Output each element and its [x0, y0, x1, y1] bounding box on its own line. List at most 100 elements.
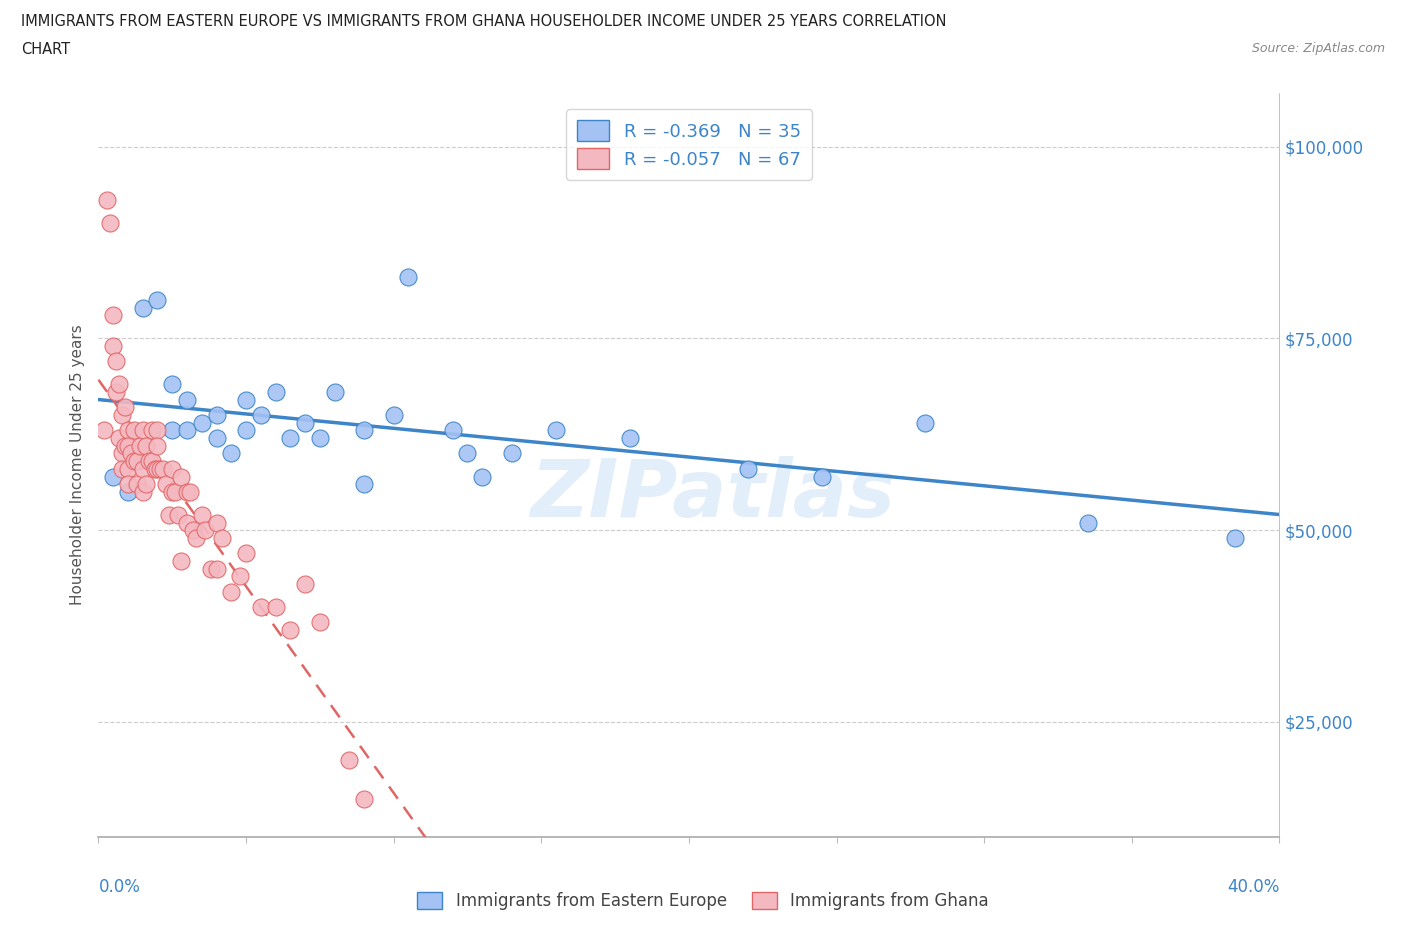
Point	[200, 561, 222, 576]
Point	[146, 438, 169, 453]
Point	[294, 577, 316, 591]
Point	[108, 431, 131, 445]
Point	[162, 423, 183, 438]
Point	[176, 392, 198, 407]
Point	[323, 385, 346, 400]
Point	[135, 438, 157, 453]
Point	[152, 461, 174, 476]
Point	[441, 423, 464, 438]
Point	[382, 407, 405, 422]
Point	[501, 446, 523, 461]
Point	[132, 485, 155, 499]
Point	[229, 569, 252, 584]
Point	[264, 600, 287, 615]
Point	[141, 454, 163, 469]
Point	[235, 546, 257, 561]
Point	[221, 584, 243, 599]
Point	[117, 477, 139, 492]
Point	[176, 515, 198, 530]
Text: 0.0%: 0.0%	[98, 878, 141, 896]
Point	[914, 416, 936, 431]
Point	[205, 431, 228, 445]
Point	[170, 553, 193, 568]
Point	[546, 423, 568, 438]
Point	[155, 477, 177, 492]
Point	[294, 416, 316, 431]
Point	[135, 477, 157, 492]
Point	[105, 354, 128, 369]
Point	[122, 423, 145, 438]
Point	[194, 523, 217, 538]
Point	[353, 477, 375, 492]
Point	[141, 423, 163, 438]
Point	[339, 753, 361, 768]
Point	[111, 461, 134, 476]
Point	[181, 523, 204, 538]
Point	[221, 446, 243, 461]
Text: ZIPatlas: ZIPatlas	[530, 456, 896, 534]
Point	[264, 385, 287, 400]
Point	[353, 791, 375, 806]
Point	[93, 423, 115, 438]
Text: 40.0%: 40.0%	[1227, 878, 1279, 896]
Point	[162, 461, 183, 476]
Point	[211, 530, 233, 545]
Point	[205, 515, 228, 530]
Point	[280, 622, 302, 637]
Point	[149, 461, 172, 476]
Point	[111, 446, 134, 461]
Point	[191, 416, 214, 431]
Point	[737, 461, 759, 476]
Point	[157, 508, 180, 523]
Point	[471, 469, 494, 484]
Point	[184, 530, 207, 545]
Point	[128, 438, 150, 453]
Point	[120, 446, 142, 461]
Point	[167, 508, 190, 523]
Point	[165, 485, 187, 499]
Point	[1077, 515, 1099, 530]
Point	[143, 461, 166, 476]
Point	[309, 431, 332, 445]
Point	[810, 469, 832, 484]
Point	[146, 293, 169, 308]
Point	[619, 431, 641, 445]
Point	[117, 438, 139, 453]
Point	[125, 454, 148, 469]
Point	[146, 461, 169, 476]
Point	[457, 446, 479, 461]
Point	[103, 469, 125, 484]
Point	[125, 477, 148, 492]
Point	[162, 485, 183, 499]
Point	[309, 615, 332, 630]
Point	[205, 407, 228, 422]
Point	[179, 485, 201, 499]
Point	[398, 270, 420, 285]
Point	[250, 407, 273, 422]
Point	[1225, 530, 1247, 545]
Point	[170, 469, 193, 484]
Point	[96, 193, 118, 207]
Point	[176, 423, 198, 438]
Point	[191, 508, 214, 523]
Point	[235, 392, 257, 407]
Point	[176, 485, 198, 499]
Point	[353, 423, 375, 438]
Point	[117, 461, 139, 476]
Point	[114, 438, 136, 453]
Legend: Immigrants from Eastern Europe, Immigrants from Ghana: Immigrants from Eastern Europe, Immigran…	[411, 885, 995, 917]
Point	[103, 339, 125, 353]
Point	[132, 423, 155, 438]
Point	[103, 308, 125, 323]
Point	[162, 377, 183, 392]
Text: IMMIGRANTS FROM EASTERN EUROPE VS IMMIGRANTS FROM GHANA HOUSEHOLDER INCOME UNDER: IMMIGRANTS FROM EASTERN EUROPE VS IMMIGR…	[21, 14, 946, 29]
Point	[280, 431, 302, 445]
Point	[122, 454, 145, 469]
Point	[117, 423, 139, 438]
Point	[138, 454, 160, 469]
Point	[205, 561, 228, 576]
Point	[98, 216, 121, 231]
Point	[132, 300, 155, 315]
Point	[114, 400, 136, 415]
Point	[235, 423, 257, 438]
